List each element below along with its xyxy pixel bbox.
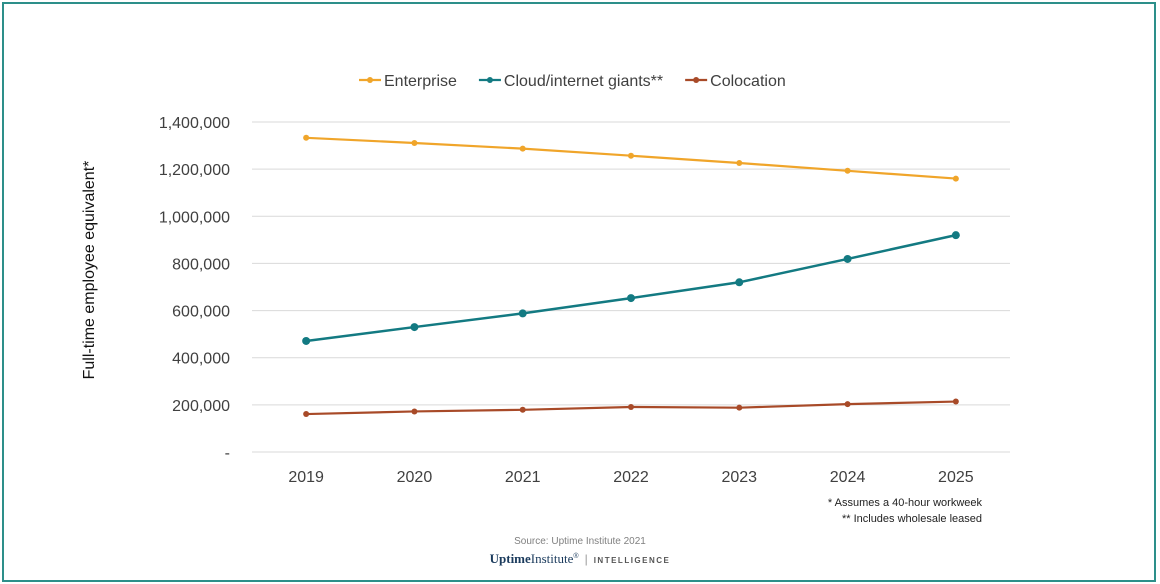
y-tick-label: 400,000 [172, 351, 230, 368]
logo-divider: | [584, 552, 588, 566]
data-point [411, 408, 418, 415]
logo-uptime: Uptime [489, 551, 531, 566]
legend-marker [486, 77, 493, 83]
y-tick-label: 600,000 [172, 304, 230, 321]
y-axis-ticks: - 200,000 400,000 600,000 800,000 1,000,000 1,… [159, 115, 230, 462]
data-point [303, 134, 310, 141]
y-tick-label: 800,000 [172, 256, 230, 273]
legend-marker [367, 77, 373, 83]
x-tick-label: 2020 [397, 469, 433, 486]
data-point [628, 152, 634, 159]
footnote-wholesale: ** Includes wholesale leased [841, 513, 982, 525]
x-tick-label: 2019 [288, 469, 324, 486]
data-point [952, 175, 959, 182]
legend-label: Colocation [710, 73, 786, 90]
logo-institute: Institute [530, 551, 574, 566]
data-point [303, 411, 310, 418]
legend-label: Cloud/internet giants** [504, 73, 663, 90]
data-point [951, 231, 960, 240]
uptime-intelligence-logo: UptimeInstitute® | INTELLIGENCE [0, 551, 1160, 567]
data-point [844, 401, 851, 408]
y-tick-label: 1,400,000 [159, 115, 230, 132]
logo-intelligence: INTELLIGENCE [593, 556, 671, 565]
footnote-assumption: * Assumes a 40-hour workweek [827, 497, 982, 509]
data-point [735, 278, 744, 287]
data-point [302, 336, 311, 345]
data-point [844, 167, 851, 174]
x-tick-label: 2025 [938, 469, 974, 486]
x-tick-label: 2023 [721, 469, 757, 486]
y-tick-label: 1,000,000 [159, 209, 230, 226]
source-text: Source: Uptime Institute 2021 [514, 536, 646, 547]
x-axis-ticks: 2019 2020 2021 2022 2023 2024 2025 [288, 469, 973, 486]
x-tick-label: 2022 [613, 469, 649, 486]
x-tick-label: 2024 [830, 469, 866, 486]
data-point [736, 160, 743, 167]
y-axis-title: Full-time employee equivalent* [81, 161, 98, 380]
series-line [305, 233, 957, 343]
series-lines [302, 134, 960, 418]
legend-marker [693, 77, 700, 83]
data-point [627, 294, 635, 303]
legend-label: Enterprise [384, 73, 457, 90]
legend: Enterprise Cloud/internet giants** Colocat… [359, 73, 786, 90]
data-point [519, 406, 526, 413]
data-point [519, 145, 526, 152]
y-tick-label: 1,200,000 [159, 162, 230, 179]
data-point [628, 403, 634, 410]
y-tick-label: 200,000 [172, 398, 230, 415]
logo-mark: ® [573, 553, 579, 560]
data-point [843, 254, 852, 263]
data-point [952, 398, 959, 405]
data-point [518, 309, 527, 318]
data-point [410, 323, 419, 332]
y-tick-label: - [225, 445, 230, 462]
data-point [736, 404, 743, 411]
gridlines [252, 121, 1010, 453]
data-point [411, 139, 418, 146]
x-tick-label: 2021 [505, 469, 541, 486]
